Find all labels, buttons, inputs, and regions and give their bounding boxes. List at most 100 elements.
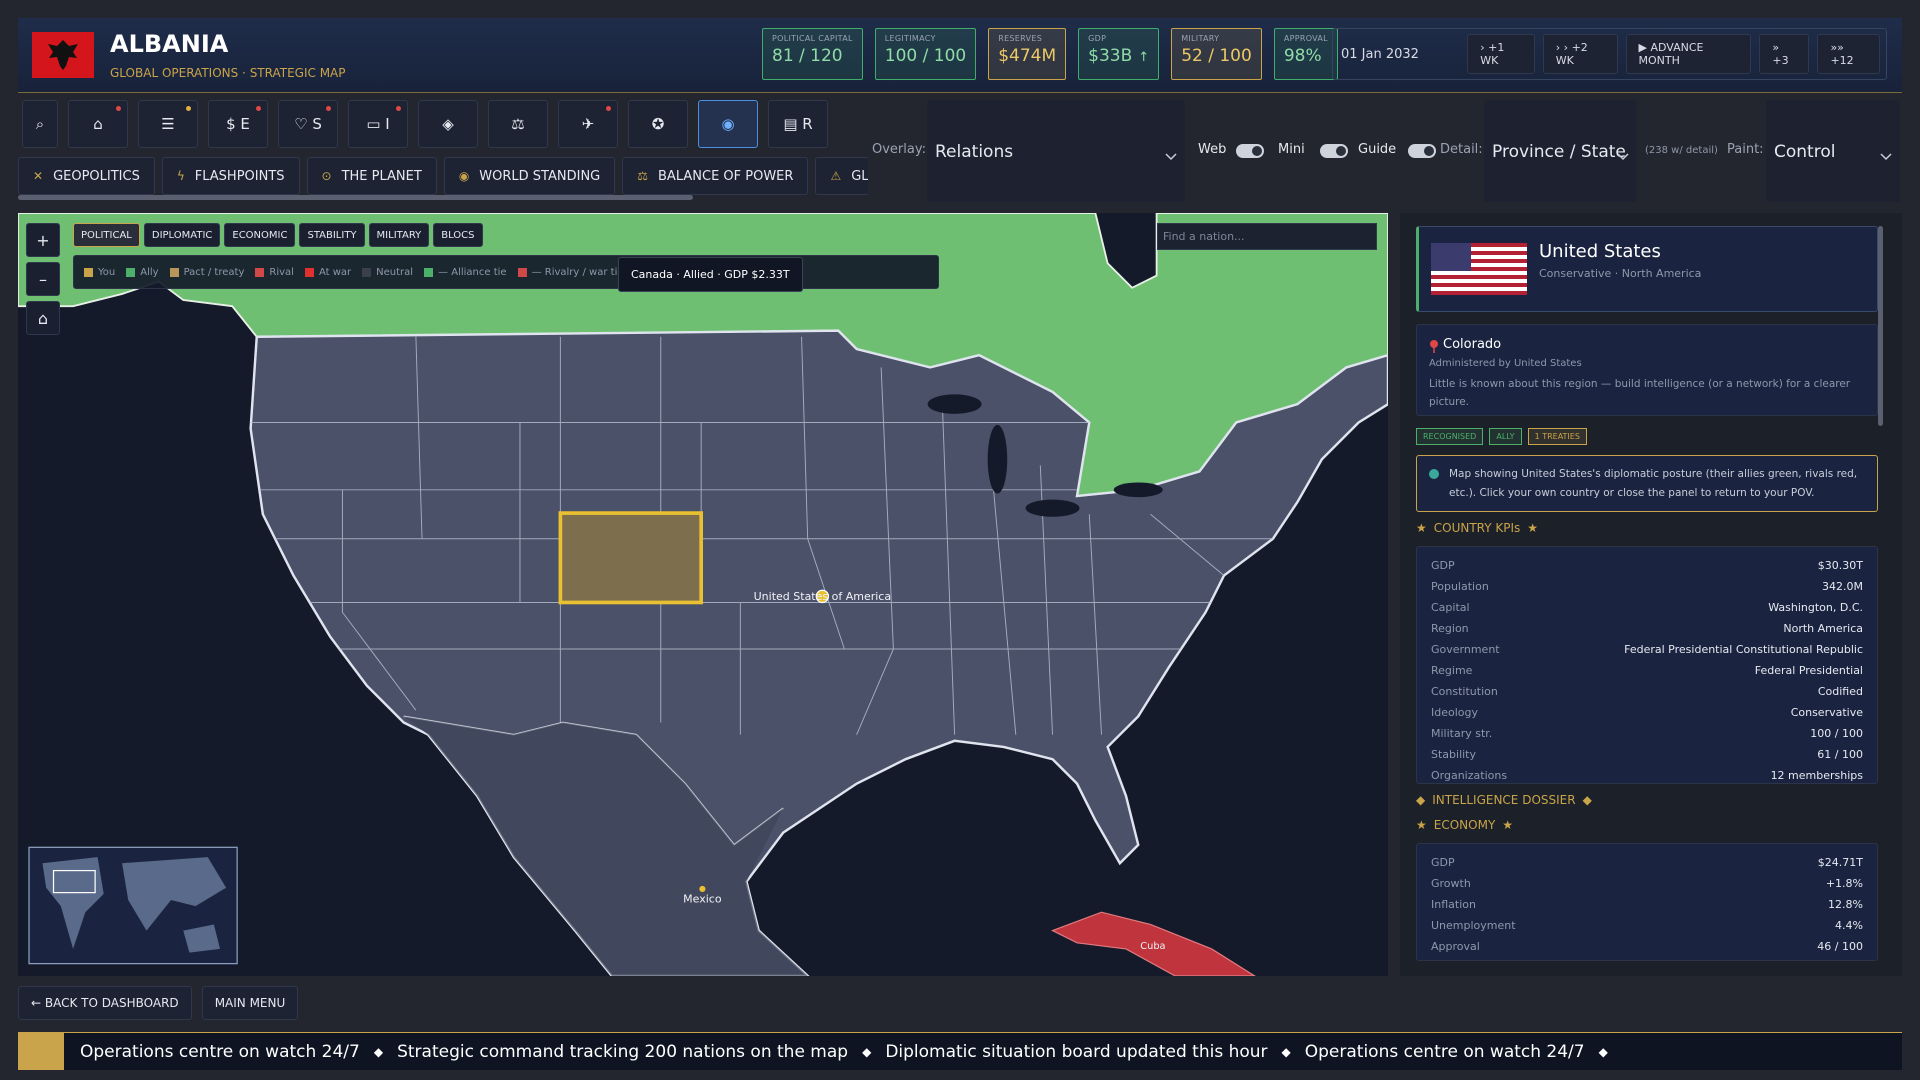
nav-tab[interactable]: ◉ WORLD STANDING bbox=[443, 157, 616, 195]
card: GDP $24.71T Growth +1.8% Inflation 12.8% Unemp… bbox=[1416, 843, 1878, 961]
toggle[interactable] bbox=[1236, 144, 1264, 158]
header: ALBANIA GLOBAL OPERATIONS · STRATEGIC MA… bbox=[18, 18, 1902, 93]
section-heading: ◆ INTELLIGENCE DOSSIER ◆ bbox=[1416, 793, 1592, 807]
toolbar-button[interactable]: ▤ R bbox=[768, 100, 828, 148]
legend-swatch bbox=[517, 267, 527, 277]
title: ALBANIA bbox=[110, 30, 229, 58]
nav-icon: ✕ bbox=[33, 169, 44, 183]
stat-value: $33B bbox=[1088, 46, 1133, 66]
kv-label: Regime bbox=[1431, 664, 1473, 677]
toggle[interactable] bbox=[1320, 144, 1348, 158]
time-button[interactable]: » +3 bbox=[1759, 34, 1810, 74]
toolbar: ⌕ ⌂ ☰ $ E ♡ S ▭ I ◈ ⚖ ✈ ✪ ◉ ▤ R bbox=[22, 100, 828, 148]
region-name: Colorado bbox=[1443, 337, 1502, 352]
ticker-item: Operations centre on watch 24/7 bbox=[80, 1041, 360, 1062]
kv-value: 12 memberships bbox=[1770, 769, 1863, 782]
stat-box: LEGITIMACY 100 / 100 bbox=[874, 28, 977, 80]
legend-item: Pact / treaty bbox=[169, 267, 244, 278]
map-tab[interactable]: POLITICAL bbox=[73, 223, 140, 247]
nav-label: GLOBAL R bbox=[851, 168, 868, 184]
alert-dot bbox=[396, 106, 401, 111]
country-name: United States bbox=[1539, 241, 1661, 262]
toolbar-button[interactable]: ⌕ bbox=[22, 100, 58, 148]
heading-mark: ◆ bbox=[1582, 793, 1592, 807]
stat-value: $474M bbox=[998, 46, 1057, 66]
kv-label: GDP bbox=[1431, 559, 1455, 572]
footer-button[interactable]: ← BACK TO DASHBOARD bbox=[18, 986, 192, 1020]
nav-tab[interactable]: ⊙ THE PLANET bbox=[306, 157, 437, 195]
legend-item: Neutral bbox=[362, 267, 413, 278]
stat-value-row: 98% bbox=[1284, 46, 1328, 66]
toolbar-button[interactable]: ☰ bbox=[138, 100, 198, 148]
ticker-item: Strategic command tracking 200 nations o… bbox=[397, 1041, 849, 1062]
kv-label: Stability bbox=[1431, 748, 1477, 761]
footer-button[interactable]: MAIN MENU bbox=[201, 986, 299, 1020]
stat-label: GDP bbox=[1088, 34, 1107, 43]
map-tab[interactable]: BLOCS bbox=[433, 223, 483, 247]
kv-label: Inflation bbox=[1431, 898, 1476, 911]
toolbar-button[interactable]: $ E bbox=[208, 100, 268, 148]
map-tab[interactable]: DIPLOMATIC bbox=[143, 223, 221, 247]
heading-mark: ★ bbox=[1502, 818, 1514, 832]
kv-row: Constitution Codified bbox=[1431, 681, 1863, 702]
cuba bbox=[1051, 911, 1256, 976]
footer-buttons: ← BACK TO DASHBOARD MAIN MENU bbox=[18, 986, 299, 1020]
nav-tab[interactable]: ⚖ BALANCE OF POWER bbox=[622, 157, 809, 195]
toolbar-button[interactable]: ◉ bbox=[698, 100, 758, 148]
nav-tab[interactable]: ⚠ GLOBAL R bbox=[815, 157, 868, 195]
toolbar-button[interactable]: ♡ S bbox=[278, 100, 338, 148]
nav-tab[interactable]: ϟ FLASHPOINTS bbox=[161, 157, 300, 195]
toggle-knob bbox=[1252, 146, 1262, 156]
map-tab[interactable]: MILITARY bbox=[368, 223, 430, 247]
select[interactable]: Province / State bbox=[1484, 100, 1637, 202]
legend-swatch bbox=[424, 267, 434, 277]
map-tab[interactable]: STABILITY bbox=[299, 223, 365, 247]
heading-mark: ★ bbox=[1416, 521, 1427, 535]
time-button[interactable]: › +1 WK bbox=[1467, 34, 1535, 74]
zoom-button[interactable]: – bbox=[26, 262, 60, 296]
heading-title: ECONOMY bbox=[1433, 818, 1496, 832]
toolbar-button[interactable]: ▭ I bbox=[348, 100, 408, 148]
zoom-button[interactable]: + bbox=[26, 223, 60, 257]
legend-swatch bbox=[169, 267, 179, 277]
legend-label: Rival bbox=[269, 266, 294, 278]
zoom-button[interactable]: ⌂ bbox=[26, 301, 60, 335]
search-box[interactable]: Find a nation... bbox=[1157, 223, 1377, 250]
tag: 1 TREATIES bbox=[1527, 428, 1587, 445]
kv-row: Military str. 100 / 100 bbox=[1431, 723, 1863, 744]
map-area: United States of America Mexico Cuba POL… bbox=[18, 213, 1388, 976]
time-button[interactable]: › › +2 WK bbox=[1542, 34, 1618, 74]
stat-box: RESERVES $474M bbox=[988, 28, 1067, 80]
map-tab[interactable]: ECONOMIC bbox=[224, 223, 296, 247]
legend-label: You bbox=[98, 266, 116, 278]
toolbar-button[interactable]: ⚖ bbox=[488, 100, 548, 148]
legend-item: — Alliance tie bbox=[424, 267, 507, 278]
stat-box: POLITICAL CAPITAL 81 / 120 bbox=[762, 28, 863, 80]
kv-value: +1.8% bbox=[1825, 877, 1863, 890]
stat-value-row: 81 / 120 bbox=[772, 46, 853, 66]
chevron bbox=[1880, 146, 1892, 165]
pin-icon bbox=[1429, 338, 1439, 357]
toggle[interactable] bbox=[1408, 144, 1436, 158]
time-button[interactable]: ▶ ADVANCE MONTH bbox=[1625, 34, 1752, 74]
stat-box: GDP $33B ↑ bbox=[1078, 28, 1160, 80]
kv-label: Growth bbox=[1431, 877, 1471, 890]
nav-tab[interactable]: ✕ GEOPOLITICS bbox=[18, 157, 155, 195]
side-panel: United States Conservative · North Americ… bbox=[1400, 213, 1902, 976]
control-label: Overlay: bbox=[872, 142, 926, 157]
nav-icon: ⚠ bbox=[830, 169, 842, 183]
toolbar-button[interactable]: ◈ bbox=[418, 100, 478, 148]
kv-value: 100 / 100 bbox=[1810, 727, 1863, 740]
toolbar-button[interactable]: ✈ bbox=[558, 100, 618, 148]
toolbar-button[interactable]: ⌂ bbox=[68, 100, 128, 148]
toolbar-button[interactable]: ✪ bbox=[628, 100, 688, 148]
select[interactable]: Control bbox=[1766, 100, 1900, 202]
nav-label: THE PLANET bbox=[341, 168, 422, 184]
map-label: Mexico bbox=[683, 892, 722, 905]
subtitle: GLOBAL OPERATIONS · STRATEGIC MAP bbox=[110, 66, 346, 80]
time-button[interactable]: »» +12 bbox=[1817, 34, 1880, 74]
map-label: Cuba bbox=[1140, 941, 1165, 952]
kv-label: Ideology bbox=[1431, 706, 1479, 719]
select[interactable]: Relations bbox=[927, 100, 1185, 202]
